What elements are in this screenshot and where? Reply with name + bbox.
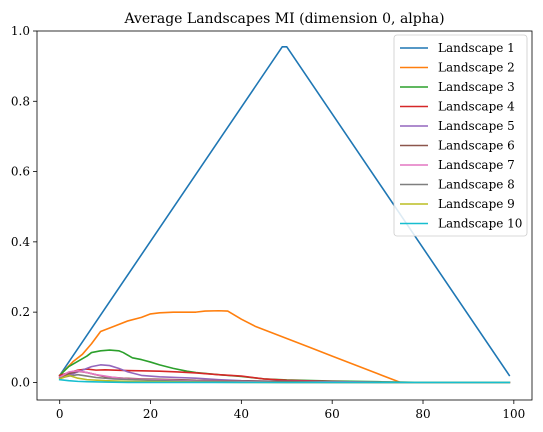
y-tick-label: 0.6 (11, 165, 30, 179)
legend-label: Landscape 1 (438, 41, 515, 55)
legend-label: Landscape 2 (438, 61, 515, 75)
x-axis: 0 20 40 60 80 100 (56, 400, 525, 421)
plot-frame (36, 30, 533, 401)
y-axis: 0.0 0.2 0.4 0.6 0.8 1.0 (11, 24, 37, 389)
legend: Landscape 1 Landscape 2 Landscape 3 Landsca… (393, 34, 528, 237)
x-tick-label: 40 (234, 407, 249, 421)
x-tick-label: 80 (415, 407, 430, 421)
y-tick-label: 0.0 (11, 375, 30, 389)
y-tick-label: 0.8 (11, 94, 30, 108)
legend-label: Landscape 4 (438, 100, 515, 114)
x-tick-label: 20 (143, 407, 158, 421)
legend-box (393, 34, 528, 237)
x-tick-label: 60 (325, 407, 340, 421)
y-tick-label: 0.2 (11, 305, 30, 319)
legend-label: Landscape 5 (438, 119, 515, 133)
legend-label: Landscape 3 (438, 80, 515, 94)
legend-label: Landscape 10 (438, 217, 522, 231)
series-line-landscape-10 (58, 378, 511, 384)
legend-label: Landscape 9 (438, 197, 515, 211)
legend-label: Landscape 6 (438, 139, 515, 153)
y-tick-label: 1.0 (11, 24, 30, 38)
x-tick-label: 0 (56, 407, 64, 421)
x-tick-label: 100 (502, 407, 525, 421)
y-tick-label: 0.4 (11, 235, 30, 249)
series-line-landscape-2 (58, 309, 511, 384)
legend-label: Landscape 7 (438, 158, 515, 172)
chart-title: Average Landscapes MI (dimension 0, alph… (123, 11, 444, 27)
legend-label: Landscape 8 (438, 178, 515, 192)
